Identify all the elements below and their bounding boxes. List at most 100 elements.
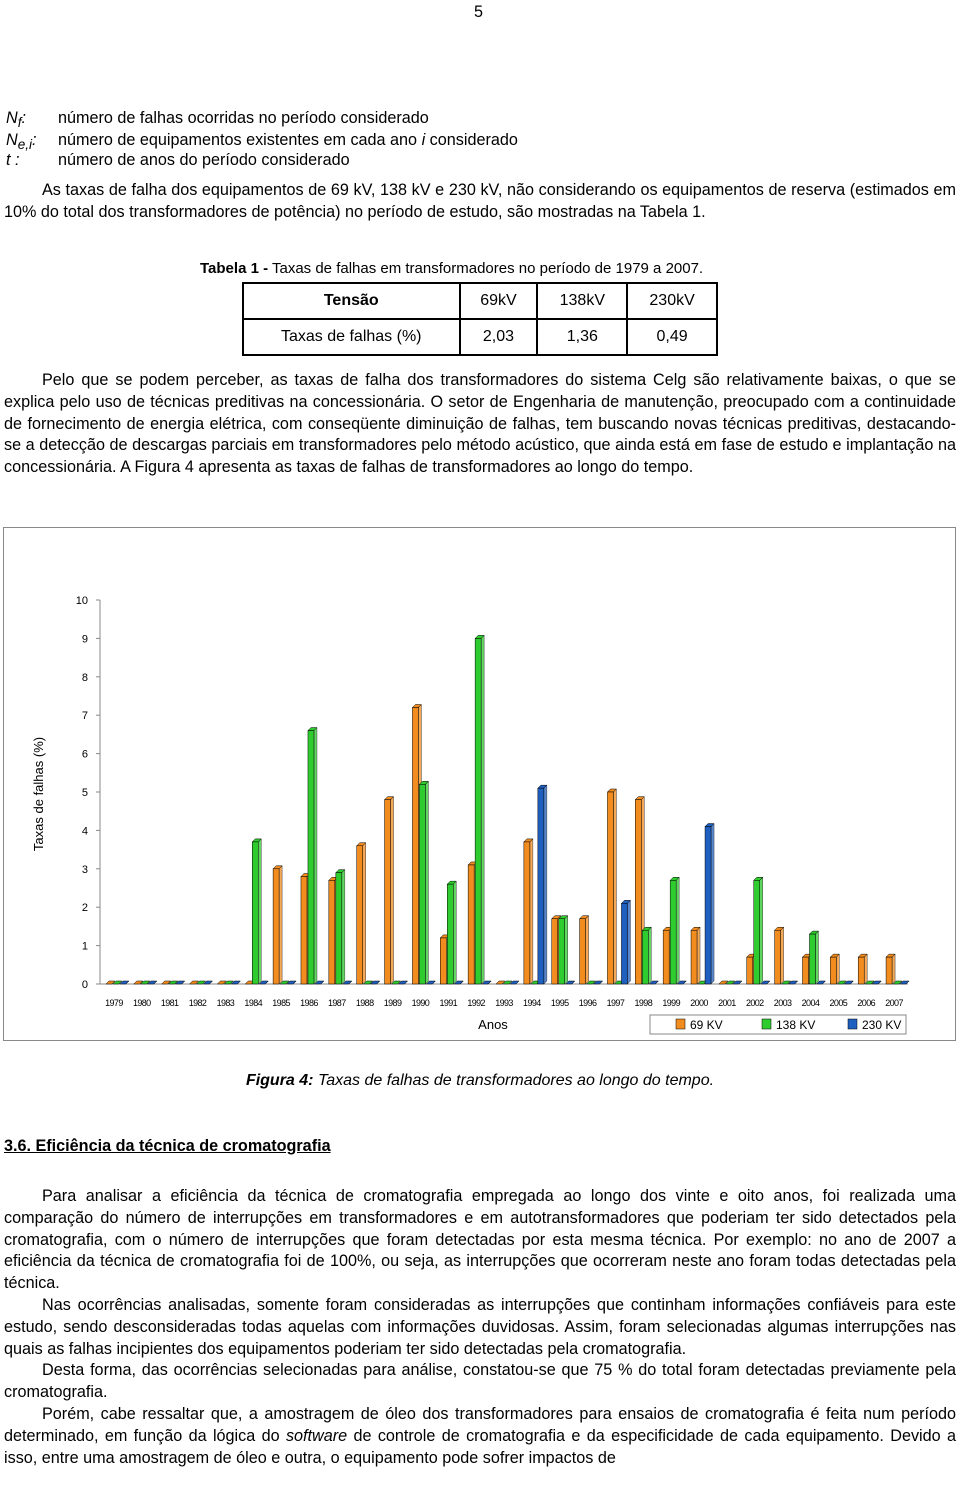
caption-text: Taxas de falhas em transformadores no pe… bbox=[268, 260, 704, 277]
header-cell: Tensão bbox=[242, 282, 461, 320]
header-cell: 138kV bbox=[536, 282, 629, 320]
x-axis-label: Anos bbox=[478, 1017, 508, 1032]
bar bbox=[635, 799, 642, 985]
legend-label: 138 KV bbox=[776, 1018, 815, 1032]
symbol: t : bbox=[6, 150, 58, 172]
legend-label: 230 KV bbox=[862, 1018, 901, 1032]
y-tick-label: 10 bbox=[76, 595, 88, 607]
text-italic: software bbox=[285, 1426, 348, 1445]
x-tick-label: 1999 bbox=[662, 998, 680, 1008]
bar-top bbox=[495, 980, 506, 985]
bar bbox=[690, 929, 698, 985]
table-caption: Tabela 1 - Taxas de falhas em transforma… bbox=[200, 258, 703, 280]
bar bbox=[251, 841, 259, 985]
bar bbox=[857, 956, 865, 985]
y-tick-label: 1 bbox=[82, 941, 88, 953]
figure-caption: Figura 4: Taxas de falhas de transformad… bbox=[0, 1070, 960, 1092]
bar-top bbox=[202, 980, 214, 985]
bar bbox=[307, 730, 315, 985]
y-tick-label: 3 bbox=[82, 864, 88, 876]
legend-label: 69 KV bbox=[690, 1018, 723, 1032]
symbol-sep: : bbox=[10, 151, 20, 169]
bar-top bbox=[397, 980, 409, 985]
bar bbox=[830, 956, 837, 985]
symbol-letter: t bbox=[6, 151, 11, 169]
bar-top bbox=[815, 980, 827, 985]
cell: Taxas de falhas (%) bbox=[242, 318, 461, 356]
bar-top bbox=[168, 980, 179, 985]
bar-side bbox=[390, 796, 394, 985]
x-tick-label: 2001 bbox=[718, 998, 736, 1008]
bar bbox=[300, 876, 308, 985]
header-cell: 230kV bbox=[626, 282, 718, 320]
bar-top bbox=[509, 980, 520, 985]
y-axis-label: Taxas de falhas (%) bbox=[31, 737, 46, 851]
header-cell: 69kV bbox=[458, 282, 539, 320]
bar-top bbox=[481, 980, 492, 985]
bar bbox=[746, 956, 754, 985]
bar-top bbox=[864, 980, 875, 985]
x-tick-label: 1993 bbox=[495, 998, 513, 1008]
bar-top bbox=[843, 980, 854, 985]
bar-top bbox=[363, 980, 374, 985]
bar bbox=[474, 638, 482, 985]
bar-top bbox=[760, 980, 771, 985]
x-tick-label: 2000 bbox=[690, 998, 708, 1008]
bar-top bbox=[592, 980, 604, 985]
bar bbox=[335, 872, 343, 985]
x-tick-label: 1979 bbox=[105, 998, 123, 1008]
bar-top bbox=[453, 980, 464, 985]
bar bbox=[419, 784, 426, 985]
bar-top bbox=[161, 980, 172, 985]
bar-top bbox=[286, 980, 297, 985]
caption-label: Figura 4: bbox=[245, 1072, 314, 1089]
cell: 2,03 bbox=[458, 318, 539, 356]
legend-swatch bbox=[675, 1018, 686, 1030]
symbol-sub: f bbox=[17, 115, 22, 131]
definition-text: considerado bbox=[425, 131, 518, 149]
bar-top bbox=[899, 980, 910, 985]
bar-top bbox=[314, 980, 325, 985]
bar bbox=[558, 918, 565, 985]
symbol-sub: e,i bbox=[17, 137, 32, 153]
bar-top bbox=[836, 980, 847, 985]
bar-side bbox=[759, 876, 764, 985]
symbol: Nf: bbox=[6, 108, 58, 134]
definition: Nf: número de falhas ocorridas no período… bbox=[6, 108, 429, 134]
page-number: 5 bbox=[474, 3, 484, 21]
bar-top bbox=[230, 980, 241, 985]
bar-top bbox=[871, 980, 882, 985]
paragraph: Para analisar a eficiência da técnica de… bbox=[4, 1186, 956, 1469]
bar-top bbox=[188, 980, 200, 985]
symbol-letter: N bbox=[6, 109, 18, 127]
bar bbox=[662, 929, 670, 985]
x-tick-label: 1996 bbox=[579, 998, 597, 1008]
bar-top bbox=[216, 980, 227, 985]
legend-swatch bbox=[761, 1018, 772, 1030]
bar-top bbox=[648, 980, 659, 985]
bar-side bbox=[543, 784, 548, 985]
y-tick-label: 4 bbox=[82, 825, 88, 837]
x-tick-label: 1991 bbox=[439, 998, 457, 1008]
bar bbox=[669, 880, 677, 985]
bar bbox=[440, 937, 447, 985]
bar-side bbox=[627, 899, 631, 985]
x-tick-label: 2005 bbox=[830, 998, 848, 1008]
y-tick-label: 2 bbox=[82, 902, 88, 914]
bar-top bbox=[585, 980, 597, 985]
x-tick-label: 1998 bbox=[634, 998, 652, 1008]
x-tick-label: 2006 bbox=[857, 998, 875, 1008]
bar-top bbox=[565, 980, 576, 985]
bar-top bbox=[279, 980, 290, 985]
bar-side bbox=[585, 915, 589, 985]
paragraph-text: Desta forma, das ocorrências selecionada… bbox=[4, 1361, 956, 1402]
bar bbox=[412, 707, 419, 985]
bar-top bbox=[718, 980, 729, 985]
x-tick-label: 1986 bbox=[300, 998, 318, 1008]
bar-top bbox=[425, 980, 437, 985]
bar-top bbox=[892, 980, 903, 985]
paragraph: As taxas de falha dos equipamentos de 69… bbox=[4, 181, 956, 221]
bar-top bbox=[732, 980, 743, 985]
table-row: Taxas de falhas (%) 2,03 1,36 0,49 bbox=[242, 318, 718, 356]
